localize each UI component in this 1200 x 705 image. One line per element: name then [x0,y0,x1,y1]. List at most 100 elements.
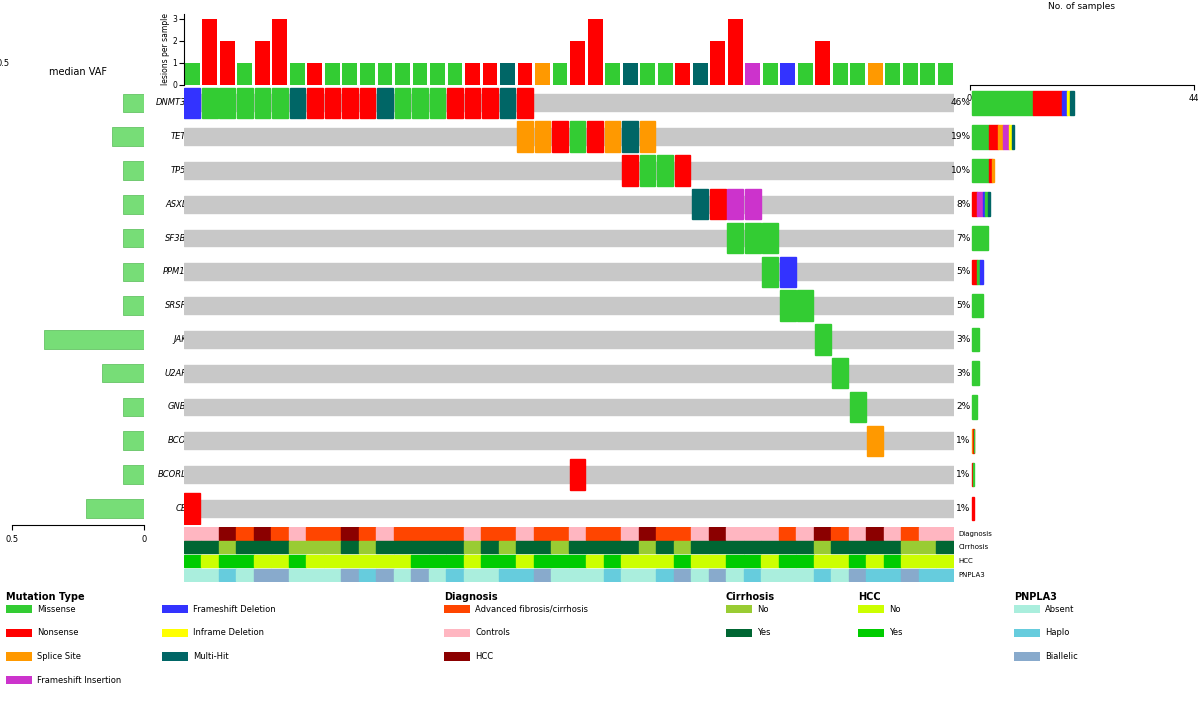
Bar [569,541,587,553]
Bar [709,541,726,553]
Bar [762,223,778,253]
Bar [744,555,762,568]
Bar [394,541,412,553]
Bar [605,121,620,152]
Bar [622,555,638,568]
Text: 0.5: 0.5 [0,59,10,68]
Text: TP53: TP53 [172,166,192,175]
Bar [1014,629,1040,637]
Bar [516,555,534,568]
Bar [848,527,866,540]
Bar [726,568,744,581]
Bar [762,527,779,540]
Bar [992,159,995,183]
Bar [412,568,428,581]
Bar [762,541,779,553]
Bar [972,260,977,283]
Bar [360,63,374,85]
Bar [815,324,830,355]
Text: No. of samples: No. of samples [1049,1,1115,11]
Text: Diagnosis: Diagnosis [959,530,992,537]
Bar [832,541,848,553]
Bar [122,398,144,416]
Text: CBL: CBL [175,504,192,513]
Bar [6,676,32,685]
Bar [6,652,32,661]
Text: Missense: Missense [37,605,76,613]
Bar [587,121,602,152]
Bar [936,541,954,553]
Bar [570,460,586,490]
Bar [884,527,901,540]
Bar [901,568,919,581]
Text: BCORL1: BCORL1 [158,470,192,479]
Bar [446,555,463,568]
Bar [185,87,200,118]
Bar [430,87,445,118]
Bar [254,87,270,118]
Text: 8%: 8% [956,200,971,209]
Bar [307,87,323,118]
Bar [638,541,656,553]
Bar [744,541,762,553]
Bar [780,257,796,287]
Bar [341,568,359,581]
Bar [516,527,534,540]
Bar [412,555,428,568]
Bar [378,63,392,85]
Bar [218,568,236,581]
Bar [814,541,832,553]
Text: Multi-Hit: Multi-Hit [193,652,229,661]
Bar [394,555,412,568]
Bar [797,290,814,321]
Bar [236,568,253,581]
Bar [324,87,341,118]
Bar [43,330,144,349]
Bar [325,63,340,85]
Text: 10%: 10% [950,166,971,175]
Bar [1014,605,1040,613]
Text: Controls: Controls [475,628,510,637]
Bar [988,192,990,216]
Bar [184,432,954,449]
Text: Absent: Absent [1045,605,1074,613]
Bar [726,527,744,540]
Bar [866,568,884,581]
Bar [271,555,289,568]
Bar [342,63,358,85]
Bar [551,555,569,568]
Bar [587,527,604,540]
Bar [359,568,376,581]
Bar [709,189,726,219]
Bar [551,568,569,581]
Text: 5%: 5% [956,301,971,310]
Bar [184,555,202,568]
Bar [858,605,884,613]
Bar [919,527,936,540]
Text: JAK2: JAK2 [173,335,192,344]
Bar [833,358,848,388]
Bar [727,189,743,219]
Bar [551,541,569,553]
Bar [517,87,533,118]
Bar [901,541,919,553]
Bar [289,527,306,540]
Bar [360,87,376,118]
Bar [184,398,954,415]
Bar [919,555,936,568]
Bar [202,87,217,118]
Bar [306,568,324,581]
Bar [622,541,638,553]
Bar [290,63,305,85]
Text: 3%: 3% [956,369,971,378]
Bar [797,541,814,553]
Bar [638,555,656,568]
Bar [218,555,236,568]
Bar [122,296,144,315]
Bar [1033,91,1062,115]
Bar [162,605,188,613]
Bar [444,605,470,613]
Bar [884,541,901,553]
Bar [691,555,709,568]
Text: Frameshift Deletion: Frameshift Deletion [193,605,276,613]
